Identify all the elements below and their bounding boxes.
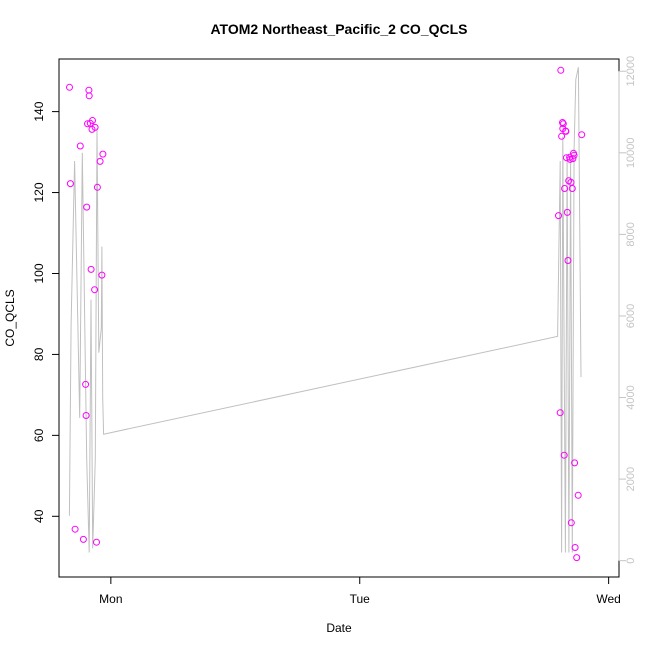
data-point <box>564 257 572 264</box>
x-tick-label: Mon <box>99 592 122 606</box>
data-point <box>560 451 568 459</box>
data-point <box>89 117 96 124</box>
data-point <box>66 180 74 188</box>
data-point <box>84 120 91 128</box>
data-point <box>93 183 101 191</box>
data-point <box>570 151 578 159</box>
data-point <box>573 554 581 562</box>
y-left-tick-label: 140 <box>32 101 46 121</box>
y-left-tick-label: 120 <box>32 182 46 202</box>
data-point <box>558 132 566 140</box>
point-series <box>66 66 586 562</box>
data-point <box>571 459 579 467</box>
chart-title: ATOM2 Northeast_Pacific_2 CO_QCLS <box>210 21 467 37</box>
data-point <box>566 155 574 163</box>
x-axis-label: Date <box>326 621 352 635</box>
y-right-tick-label: 8000 <box>625 222 637 246</box>
data-point <box>98 271 106 279</box>
y-right-tick-label: 2000 <box>625 467 637 491</box>
data-point <box>66 83 73 91</box>
data-point <box>557 66 565 74</box>
data-point <box>87 265 95 273</box>
data-point <box>578 131 586 139</box>
y-right-tick-label: 4000 <box>625 385 637 409</box>
data-point <box>559 120 567 128</box>
data-point <box>567 519 575 527</box>
data-point <box>91 286 99 294</box>
data-point <box>563 208 571 216</box>
data-point <box>556 409 564 417</box>
y-right-tick-label: 12000 <box>625 56 637 87</box>
y-left-tick-label: 60 <box>32 428 46 442</box>
data-point <box>85 92 93 100</box>
data-point <box>82 380 90 388</box>
data-point <box>99 150 107 158</box>
data-point <box>91 123 99 131</box>
x-tick-label: Tue <box>350 592 371 606</box>
axes: Mon Tue Wed 40 60 80 100 120 140 0 2000 4000 6000 800… <box>32 56 637 606</box>
data-point <box>571 544 579 551</box>
data-point <box>83 203 91 211</box>
line-series <box>68 67 582 553</box>
data-point <box>568 185 576 192</box>
y-left-tick-label: 100 <box>32 263 46 283</box>
data-point <box>555 212 562 220</box>
y-right-tick-label: 10000 <box>625 138 637 169</box>
y-left-tick-label: 80 <box>32 347 46 361</box>
y-right-tick-label: 0 <box>625 558 637 564</box>
data-point <box>562 127 570 135</box>
y-right-tick-label: 6000 <box>625 304 637 328</box>
data-point <box>561 185 569 192</box>
y-axis-label: CO_QCLS <box>3 289 17 346</box>
data-point <box>79 535 87 543</box>
data-point <box>76 142 84 150</box>
plot-frame <box>58 58 620 578</box>
data-point <box>574 491 582 499</box>
data-point <box>563 154 570 162</box>
data-point <box>71 525 79 533</box>
series-line <box>68 67 582 553</box>
data-point <box>96 157 104 165</box>
data-point <box>82 412 90 419</box>
x-tick-label: Wed <box>596 592 620 606</box>
data-point <box>569 155 577 163</box>
data-point <box>93 538 100 546</box>
y-left-tick-label: 40 <box>32 509 46 523</box>
data-point <box>85 86 93 94</box>
